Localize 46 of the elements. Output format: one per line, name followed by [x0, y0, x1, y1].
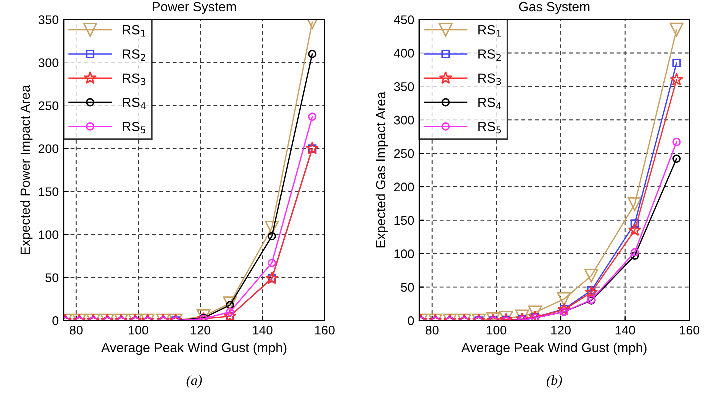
legend-label: RS$_{4}$: [478, 98, 502, 110]
legend-label: RS$_{2}$: [123, 50, 146, 61]
y-tick-label: 300: [38, 58, 59, 68]
y-tick-label: 50: [46, 274, 59, 282]
chart-title: Gas System: [519, 2, 590, 14]
legend-label: RS$_{2}$: [478, 50, 501, 61]
x-tick-label: 160: [680, 326, 700, 335]
y-tick-label: 350: [394, 82, 414, 92]
chart-title: Power System: [153, 2, 236, 14]
x-tick-label: 80: [426, 326, 439, 335]
legend-label: RS$_{3}$: [478, 74, 502, 86]
y-tick-label: 0: [52, 316, 59, 326]
y-tick-label: 400: [394, 49, 414, 58]
y-axis-title: Expected Power Impact Area: [20, 85, 33, 254]
y-tick-label: 300: [394, 116, 414, 125]
y-tick-label: 350: [38, 16, 59, 24]
y-tick-label: 450: [394, 16, 414, 24]
x-tick-label: 160: [315, 326, 335, 335]
y-tick-label: 200: [38, 144, 59, 154]
x-axis-title: Average Peak Wind Gust (mph): [462, 342, 647, 356]
legend-label: RS$_{4}$: [123, 98, 146, 110]
y-tick-label: 100: [394, 250, 414, 259]
x-tick-label: 140: [616, 326, 636, 335]
legend-label: RS$_{5}$: [123, 122, 146, 134]
y-tick-label: 250: [38, 102, 59, 110]
x-tick-label: 120: [191, 326, 211, 335]
y-tick-label: 200: [394, 182, 414, 192]
legend-label: RS$_{1}$: [123, 25, 146, 37]
x-tick-label: 100: [129, 326, 148, 335]
y-tick-label: 150: [39, 188, 59, 196]
x-tick-label: 120: [552, 326, 571, 335]
x-tick-label: 80: [70, 326, 83, 335]
x-tick-label: 100: [487, 326, 507, 335]
y-tick-label: 50: [401, 283, 414, 292]
y-tick-label: 150: [394, 216, 414, 226]
legend-label: RS$_{5}$: [478, 122, 502, 134]
y-tick-label: 250: [394, 149, 414, 158]
legend-label: RS$_{3}$: [123, 74, 146, 86]
y-axis-title: Expected Gas Impact Area: [376, 92, 388, 248]
x-axis-title: Average Peak Wind Gust (mph): [101, 342, 287, 356]
y-tick-label: 0: [408, 316, 414, 326]
text: (b): [546, 375, 562, 388]
y-tick-label: 100: [39, 230, 59, 240]
legend-label: RS$_{1}$: [478, 25, 502, 37]
text: (a): [186, 375, 202, 388]
x-tick-label: 140: [253, 326, 273, 335]
